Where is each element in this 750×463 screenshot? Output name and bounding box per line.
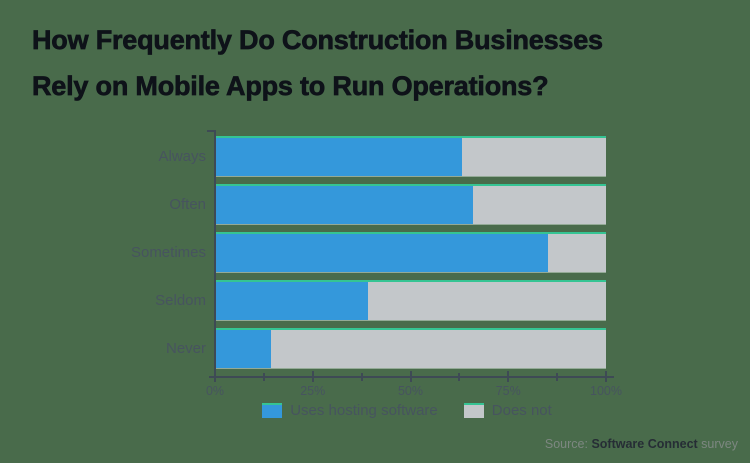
legend-swatch-blue [262, 403, 283, 418]
bar-row: Always [0, 133, 750, 181]
page-title-line2: Rely on Mobile Apps to Run Operations? [32, 71, 549, 102]
bar-segment-does-not [270, 329, 606, 368]
stacked-bar [216, 231, 606, 273]
x-axis [209, 376, 614, 378]
legend-swatch-gray [463, 403, 484, 418]
y-axis-top-tick [207, 130, 215, 132]
bar-segment-uses-software [216, 233, 548, 272]
bar-segment-uses-software [216, 186, 474, 225]
legend-label-does-not: Does not [491, 402, 552, 419]
source-suffix: survey [697, 437, 738, 451]
axis-tick [507, 371, 510, 382]
axis-tick [262, 373, 265, 381]
bar-row: Often [0, 181, 750, 229]
legend: Uses hosting software Does not [0, 402, 750, 419]
axis-tick [311, 371, 314, 382]
legend-label-uses-software: Uses hosting software [290, 402, 438, 419]
page-title: How Frequently Do Construction Businesse… [32, 17, 604, 109]
tick-label: 50% [397, 384, 424, 398]
chart-plot: Always Often Sometimes Seldom Never [0, 133, 750, 372]
page-title-line1: How Frequently Do Construction Businesse… [32, 25, 604, 56]
legend-item-does-not: Does not [463, 402, 552, 419]
category-label: Seldom [155, 291, 206, 309]
bar-segment-does-not [473, 186, 606, 225]
category-label: Always [158, 148, 206, 166]
tick-label: 100% [590, 384, 622, 398]
bar-row: Seldom [0, 276, 750, 324]
source-text: Source: Software Connect survey [545, 437, 738, 451]
source-name: Software Connect [591, 437, 698, 451]
bar-segment-uses-software [216, 138, 462, 177]
stacked-bar [216, 136, 606, 178]
bar-row: Never [0, 324, 750, 372]
x-axis-tick-labels: 0% 25% 50% 75% 100% [206, 384, 622, 398]
category-label: Sometimes [130, 243, 206, 261]
category-label: Never [165, 339, 206, 357]
bar-segment-does-not [461, 138, 606, 177]
stacked-bar [216, 327, 606, 369]
x-axis-ticks [214, 371, 607, 382]
tick-label: 0% [205, 384, 225, 398]
tick-label: 25% [300, 384, 326, 398]
axis-tick [605, 371, 607, 382]
bar-segment-does-not [368, 281, 606, 320]
bar-segment-does-not [547, 233, 606, 272]
stacked-bar [216, 279, 606, 321]
source-prefix: Source: [544, 437, 592, 451]
bar-row: Sometimes [0, 229, 750, 277]
y-axis [214, 130, 216, 377]
axis-tick [360, 373, 363, 381]
category-label: Often [169, 196, 206, 214]
bar-segment-uses-software [216, 329, 271, 368]
axis-tick [214, 371, 216, 382]
bar-segment-uses-software [216, 281, 369, 320]
axis-tick [409, 371, 412, 382]
axis-tick [458, 373, 461, 381]
legend-item-uses-software: Uses hosting software [262, 402, 438, 419]
axis-tick [556, 373, 559, 381]
stacked-bar [216, 184, 606, 226]
tick-label: 75% [495, 384, 521, 398]
